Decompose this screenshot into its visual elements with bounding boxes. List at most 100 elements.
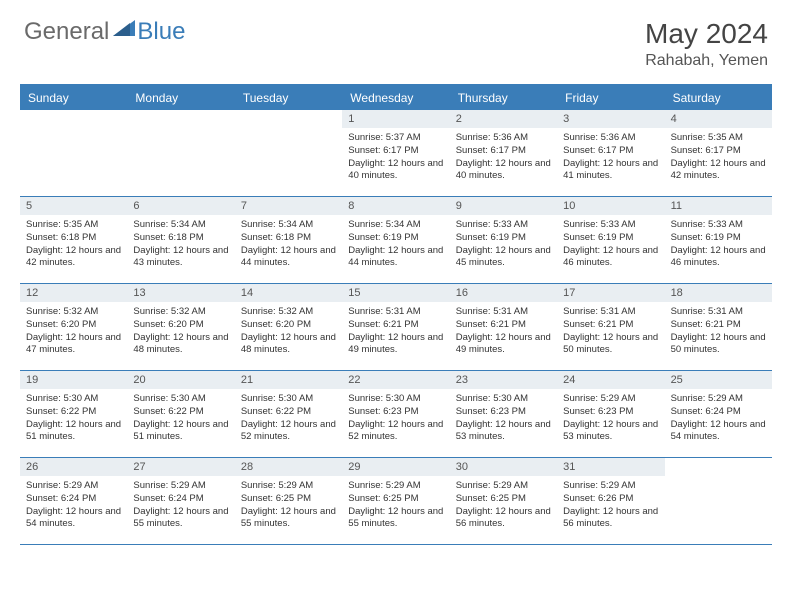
- day-number: 27: [127, 458, 234, 476]
- calendar-cell: 11Sunrise: 5:33 AMSunset: 6:19 PMDayligh…: [665, 197, 772, 283]
- day-number: 10: [557, 197, 664, 215]
- calendar-cell: 18Sunrise: 5:31 AMSunset: 6:21 PMDayligh…: [665, 284, 772, 370]
- calendar-cell: 25Sunrise: 5:29 AMSunset: 6:24 PMDayligh…: [665, 371, 772, 457]
- day-info: Sunrise: 5:32 AMSunset: 6:20 PMDaylight:…: [235, 302, 342, 361]
- day-info: Sunrise: 5:33 AMSunset: 6:19 PMDaylight:…: [450, 215, 557, 274]
- day-number: 6: [127, 197, 234, 215]
- calendar-cell: 30Sunrise: 5:29 AMSunset: 6:25 PMDayligh…: [450, 458, 557, 544]
- day-number: 8: [342, 197, 449, 215]
- calendar-cell: 6Sunrise: 5:34 AMSunset: 6:18 PMDaylight…: [127, 197, 234, 283]
- calendar-cell: [665, 458, 772, 544]
- calendar-cell: 28Sunrise: 5:29 AMSunset: 6:25 PMDayligh…: [235, 458, 342, 544]
- calendar-cell: 9Sunrise: 5:33 AMSunset: 6:19 PMDaylight…: [450, 197, 557, 283]
- day-number-empty: [20, 110, 127, 128]
- dow-label: Tuesday: [235, 86, 342, 110]
- month-title: May 2024: [645, 18, 768, 50]
- day-number: 18: [665, 284, 772, 302]
- calendar-cell: 8Sunrise: 5:34 AMSunset: 6:19 PMDaylight…: [342, 197, 449, 283]
- day-of-week-header: SundayMondayTuesdayWednesdayThursdayFrid…: [20, 86, 772, 110]
- header: General Blue May 2024 Rahabah, Yemen: [0, 0, 792, 78]
- calendar-cell: 27Sunrise: 5:29 AMSunset: 6:24 PMDayligh…: [127, 458, 234, 544]
- day-info: Sunrise: 5:29 AMSunset: 6:24 PMDaylight:…: [20, 476, 127, 535]
- day-info: Sunrise: 5:33 AMSunset: 6:19 PMDaylight:…: [665, 215, 772, 274]
- dow-label: Thursday: [450, 86, 557, 110]
- day-info: Sunrise: 5:31 AMSunset: 6:21 PMDaylight:…: [342, 302, 449, 361]
- calendar-cell: 19Sunrise: 5:30 AMSunset: 6:22 PMDayligh…: [20, 371, 127, 457]
- day-number: 11: [665, 197, 772, 215]
- day-number: 23: [450, 371, 557, 389]
- day-info: Sunrise: 5:29 AMSunset: 6:23 PMDaylight:…: [557, 389, 664, 448]
- calendar-week: 19Sunrise: 5:30 AMSunset: 6:22 PMDayligh…: [20, 371, 772, 458]
- day-number: 15: [342, 284, 449, 302]
- day-number-empty: [665, 458, 772, 476]
- day-info: Sunrise: 5:30 AMSunset: 6:22 PMDaylight:…: [235, 389, 342, 448]
- day-number: 31: [557, 458, 664, 476]
- day-number: 20: [127, 371, 234, 389]
- day-number: 12: [20, 284, 127, 302]
- day-number: 9: [450, 197, 557, 215]
- title-block: May 2024 Rahabah, Yemen: [645, 18, 768, 70]
- calendar-week: 1Sunrise: 5:37 AMSunset: 6:17 PMDaylight…: [20, 110, 772, 197]
- logo-triangle-icon: [113, 18, 135, 41]
- day-number: 29: [342, 458, 449, 476]
- day-info: Sunrise: 5:34 AMSunset: 6:18 PMDaylight:…: [127, 215, 234, 274]
- day-info: Sunrise: 5:34 AMSunset: 6:19 PMDaylight:…: [342, 215, 449, 274]
- calendar-cell: 23Sunrise: 5:30 AMSunset: 6:23 PMDayligh…: [450, 371, 557, 457]
- day-info: Sunrise: 5:29 AMSunset: 6:24 PMDaylight:…: [665, 389, 772, 448]
- calendar-cell: 22Sunrise: 5:30 AMSunset: 6:23 PMDayligh…: [342, 371, 449, 457]
- calendar-body: 1Sunrise: 5:37 AMSunset: 6:17 PMDaylight…: [20, 110, 772, 545]
- calendar-cell: 4Sunrise: 5:35 AMSunset: 6:17 PMDaylight…: [665, 110, 772, 196]
- day-number: 22: [342, 371, 449, 389]
- day-number: 21: [235, 371, 342, 389]
- calendar-cell: 1Sunrise: 5:37 AMSunset: 6:17 PMDaylight…: [342, 110, 449, 196]
- day-number: 26: [20, 458, 127, 476]
- day-number: 24: [557, 371, 664, 389]
- day-info: Sunrise: 5:30 AMSunset: 6:22 PMDaylight:…: [127, 389, 234, 448]
- logo: General Blue: [24, 18, 185, 46]
- calendar-cell: 10Sunrise: 5:33 AMSunset: 6:19 PMDayligh…: [557, 197, 664, 283]
- day-number: 1: [342, 110, 449, 128]
- dow-label: Sunday: [20, 86, 127, 110]
- calendar-week: 5Sunrise: 5:35 AMSunset: 6:18 PMDaylight…: [20, 197, 772, 284]
- calendar-cell: [127, 110, 234, 196]
- calendar-cell: 7Sunrise: 5:34 AMSunset: 6:18 PMDaylight…: [235, 197, 342, 283]
- day-number: 17: [557, 284, 664, 302]
- calendar-cell: 29Sunrise: 5:29 AMSunset: 6:25 PMDayligh…: [342, 458, 449, 544]
- day-number: 13: [127, 284, 234, 302]
- location: Rahabah, Yemen: [645, 52, 768, 70]
- calendar-cell: 24Sunrise: 5:29 AMSunset: 6:23 PMDayligh…: [557, 371, 664, 457]
- calendar-cell: 16Sunrise: 5:31 AMSunset: 6:21 PMDayligh…: [450, 284, 557, 370]
- day-info: Sunrise: 5:31 AMSunset: 6:21 PMDaylight:…: [557, 302, 664, 361]
- logo-text-blue: Blue: [137, 18, 185, 46]
- logo-text-general: General: [24, 18, 109, 46]
- day-number: 3: [557, 110, 664, 128]
- day-number: 14: [235, 284, 342, 302]
- day-info: Sunrise: 5:32 AMSunset: 6:20 PMDaylight:…: [20, 302, 127, 361]
- calendar-cell: 26Sunrise: 5:29 AMSunset: 6:24 PMDayligh…: [20, 458, 127, 544]
- day-info: Sunrise: 5:29 AMSunset: 6:25 PMDaylight:…: [342, 476, 449, 535]
- day-info: Sunrise: 5:29 AMSunset: 6:26 PMDaylight:…: [557, 476, 664, 535]
- day-info: Sunrise: 5:32 AMSunset: 6:20 PMDaylight:…: [127, 302, 234, 361]
- day-info: Sunrise: 5:36 AMSunset: 6:17 PMDaylight:…: [557, 128, 664, 187]
- dow-label: Monday: [127, 86, 234, 110]
- day-number-empty: [235, 110, 342, 128]
- dow-label: Wednesday: [342, 86, 449, 110]
- day-info: Sunrise: 5:37 AMSunset: 6:17 PMDaylight:…: [342, 128, 449, 187]
- day-number: 19: [20, 371, 127, 389]
- calendar-cell: 20Sunrise: 5:30 AMSunset: 6:22 PMDayligh…: [127, 371, 234, 457]
- calendar-week: 26Sunrise: 5:29 AMSunset: 6:24 PMDayligh…: [20, 458, 772, 545]
- calendar-cell: 15Sunrise: 5:31 AMSunset: 6:21 PMDayligh…: [342, 284, 449, 370]
- day-info: Sunrise: 5:34 AMSunset: 6:18 PMDaylight:…: [235, 215, 342, 274]
- calendar-cell: 14Sunrise: 5:32 AMSunset: 6:20 PMDayligh…: [235, 284, 342, 370]
- day-info: Sunrise: 5:30 AMSunset: 6:23 PMDaylight:…: [342, 389, 449, 448]
- dow-label: Saturday: [665, 86, 772, 110]
- day-number: 16: [450, 284, 557, 302]
- day-info: Sunrise: 5:33 AMSunset: 6:19 PMDaylight:…: [557, 215, 664, 274]
- day-info: Sunrise: 5:35 AMSunset: 6:17 PMDaylight:…: [665, 128, 772, 187]
- calendar-cell: 2Sunrise: 5:36 AMSunset: 6:17 PMDaylight…: [450, 110, 557, 196]
- day-info: Sunrise: 5:29 AMSunset: 6:25 PMDaylight:…: [450, 476, 557, 535]
- day-number: 28: [235, 458, 342, 476]
- day-info: Sunrise: 5:30 AMSunset: 6:23 PMDaylight:…: [450, 389, 557, 448]
- calendar-cell: [20, 110, 127, 196]
- calendar-cell: 13Sunrise: 5:32 AMSunset: 6:20 PMDayligh…: [127, 284, 234, 370]
